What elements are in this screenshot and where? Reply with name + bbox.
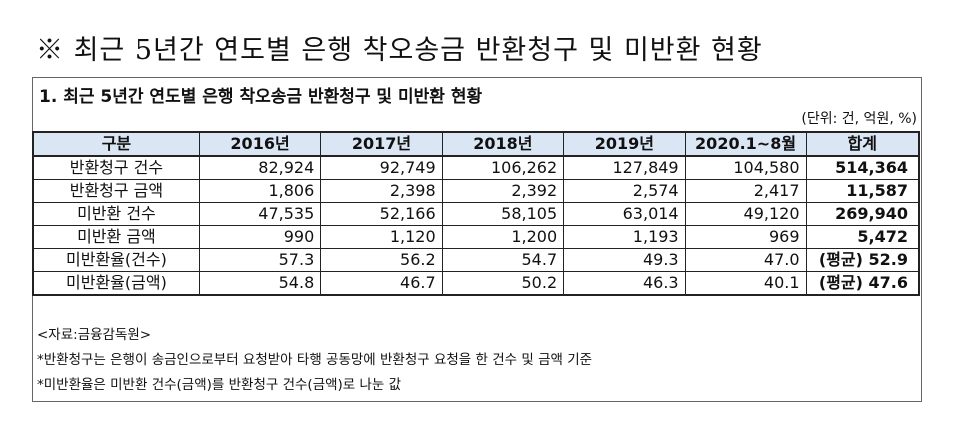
cell: 54.8 — [198, 271, 322, 296]
cell: 47.0 — [684, 248, 807, 272]
cell: 52,166 — [320, 202, 443, 226]
total-cell: 269,940 — [805, 202, 920, 226]
cell: 40.1 — [684, 271, 807, 296]
footnote-1: *반환청구는 은행이 송금인으로부터 요청받아 타행 공동망에 반환청구 요청을… — [37, 352, 593, 368]
row-label: 미반환율(금액) — [32, 271, 200, 296]
header-cell: 구분 — [32, 131, 200, 157]
table-title: 1. 최근 5년간 연도별 은행 착오송금 반환청구 및 미반환 현황 — [39, 87, 483, 107]
cell: 92,749 — [320, 155, 443, 180]
total-cell: (평균) 47.6 — [805, 271, 920, 296]
cell: 54.7 — [441, 248, 565, 272]
cell: 46.3 — [563, 271, 686, 296]
cell: 2,574 — [563, 179, 686, 203]
page-title: ※ 최근 5년간 연도별 은행 착오송금 반환청구 및 미반환 현황 — [36, 35, 763, 66]
cell: 990 — [198, 225, 322, 249]
row-label: 미반환율(건수) — [32, 248, 200, 272]
cell: 47,535 — [198, 202, 322, 226]
cell: 969 — [684, 225, 807, 249]
cell: 104,580 — [684, 155, 807, 180]
table-row: 미반환 금액 990 1,120 1,200 1,193 969 5,472 — [32, 225, 920, 249]
cell: 106,262 — [441, 155, 565, 180]
header-cell: 2018년 — [441, 131, 565, 157]
table-row: 미반환율(금액) 54.8 46.7 50.2 46.3 40.1 (평균) 4… — [32, 271, 920, 296]
table-row: 반환청구 건수 82,924 92,749 106,262 127,849 10… — [32, 155, 920, 180]
source-note: <자료:금융감독원> — [37, 327, 152, 343]
table-row: 미반환 건수 47,535 52,166 58,105 63,014 49,12… — [32, 202, 920, 226]
total-cell: 5,472 — [805, 225, 920, 249]
header-cell: 2016년 — [198, 131, 322, 157]
footnote-2: *미반환율은 미반환 건수(금액)를 반환청구 건수(금액)로 나눈 값 — [37, 377, 402, 393]
cell: 1,200 — [441, 225, 565, 249]
total-cell: 11,587 — [805, 179, 920, 203]
cell: 63,014 — [563, 202, 686, 226]
cell: 50.2 — [441, 271, 565, 296]
cell: 56.2 — [320, 248, 443, 272]
table-row: 미반환율(건수) 57.3 56.2 54.7 49.3 47.0 (평균) 5… — [32, 248, 920, 272]
cell: 127,849 — [563, 155, 686, 180]
cell: 82,924 — [198, 155, 322, 180]
row-label: 반환청구 건수 — [32, 155, 200, 180]
cell: 1,193 — [563, 225, 686, 249]
table-container: 1. 최근 5년간 연도별 은행 착오송금 반환청구 및 미반환 현황 (단위:… — [32, 77, 922, 402]
row-label: 미반환 금액 — [32, 225, 200, 249]
header-row: 구분 2016년 2017년 2018년 2019년 2020.1~8월 합계 — [32, 131, 920, 157]
cell: 46.7 — [320, 271, 443, 296]
total-cell: 514,364 — [805, 155, 920, 180]
header-cell: 2019년 — [563, 131, 686, 157]
header-cell: 합계 — [805, 131, 920, 157]
header-cell: 2017년 — [320, 131, 443, 157]
cell: 49,120 — [684, 202, 807, 226]
footnotes: <자료:금융감독원> *반환청구는 은행이 송금인으로부터 요청받아 타행 공동… — [37, 323, 592, 398]
cell: 58,105 — [441, 202, 565, 226]
header-cell: 2020.1~8월 — [684, 131, 807, 157]
table-row: 반환청구 금액 1,806 2,398 2,392 2,574 2,417 11… — [32, 179, 920, 203]
cell: 49.3 — [563, 248, 686, 272]
cell: 1,120 — [320, 225, 443, 249]
row-label: 반환청구 금액 — [32, 179, 200, 203]
row-label: 미반환 건수 — [32, 202, 200, 226]
cell: 2,398 — [320, 179, 443, 203]
cell: 57.3 — [198, 248, 322, 272]
cell: 2,392 — [441, 179, 565, 203]
cell: 1,806 — [198, 179, 322, 203]
total-cell: (평균) 52.9 — [805, 248, 920, 272]
cell: 2,417 — [684, 179, 807, 203]
unit-label: (단위: 건, 억원, %) — [801, 111, 917, 127]
data-table: 구분 2016년 2017년 2018년 2019년 2020.1~8월 합계 … — [32, 131, 920, 296]
